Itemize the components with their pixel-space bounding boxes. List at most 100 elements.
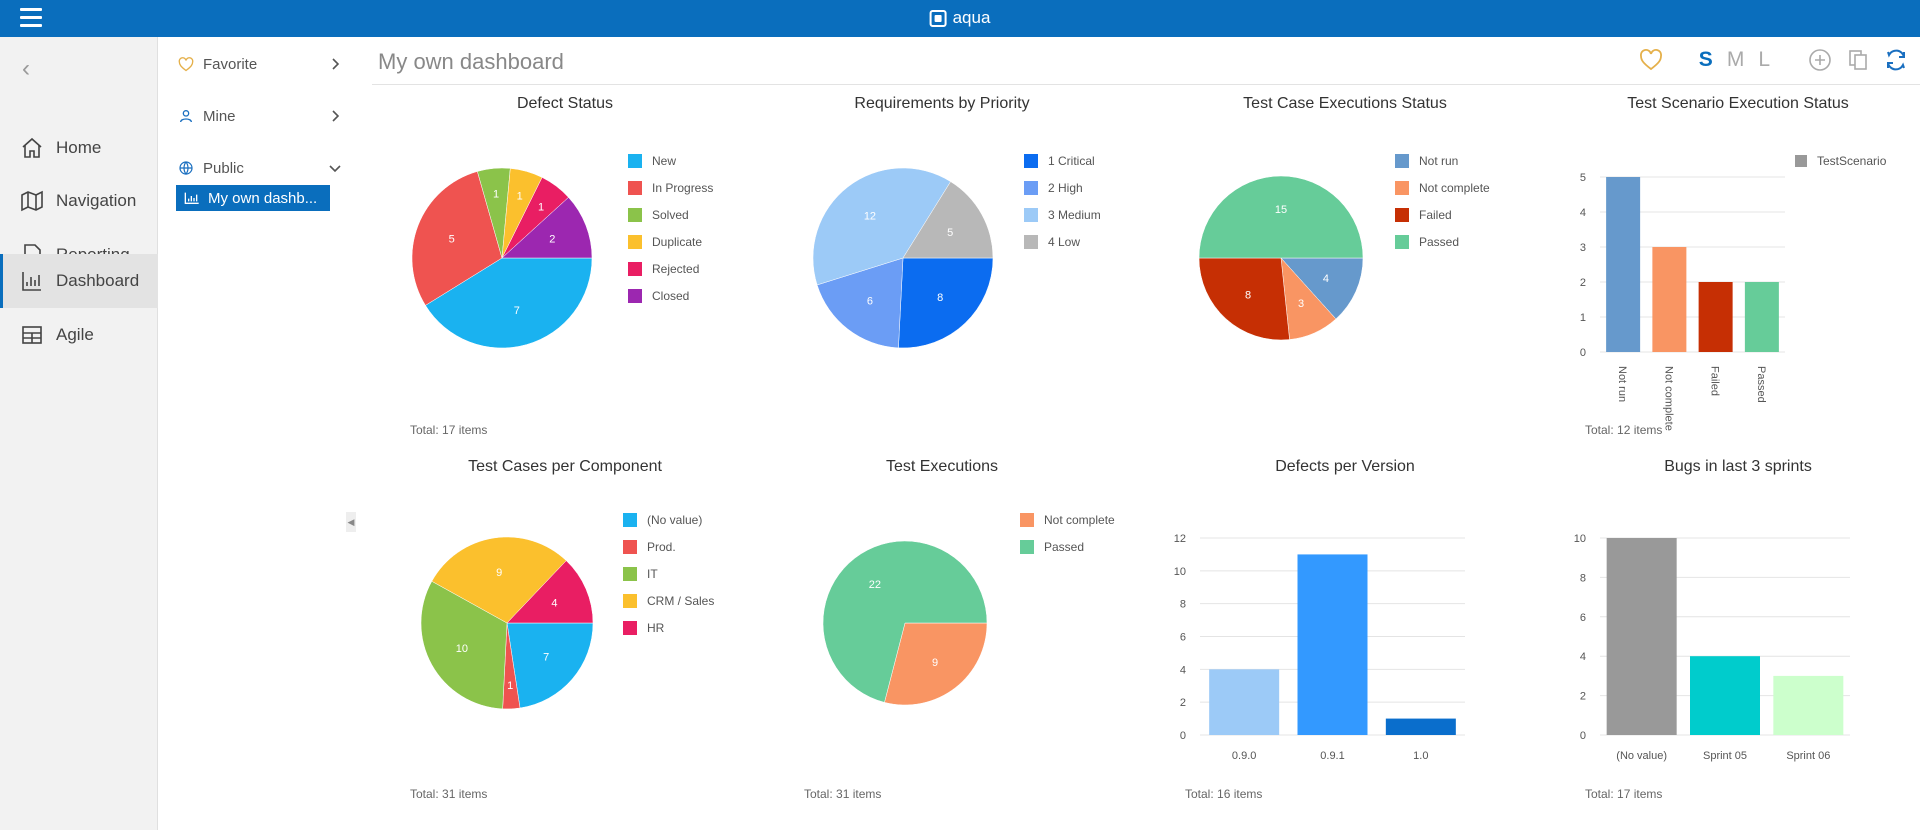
tree-item-public[interactable]: Public [177,155,342,181]
legend-item-no-value[interactable]: (No value) [623,506,714,533]
chart-total: Total: 12 items [1585,423,1663,437]
pie-slice-2-high[interactable] [816,257,904,349]
legend-item-closed[interactable]: Closed [628,282,713,309]
y-tick-label: 2 [1580,691,1586,703]
pie-slice-not-run[interactable] [1280,257,1364,320]
legend-item-passed[interactable]: Passed [1020,533,1115,560]
bar-0-9-0[interactable] [1209,669,1280,735]
bar-sprint-05[interactable] [1690,656,1760,735]
pie-slice-passed[interactable] [822,540,988,703]
chart-legend: Not complete Passed [1020,506,1115,560]
hamburger-menu-icon[interactable] [20,8,42,28]
bar-not-complete[interactable] [1652,247,1687,352]
legend-item-3-medium[interactable]: 3 Medium [1024,201,1101,228]
bar-passed[interactable] [1744,282,1779,352]
legend-item-it[interactable]: IT [623,560,714,587]
chart-title: Defects per Version [1275,458,1415,475]
sidebar-item-navigation[interactable]: Navigation [0,174,158,228]
bar-failed[interactable] [1698,282,1733,352]
copy-icon[interactable] [1846,48,1870,72]
legend-item-rejected[interactable]: Rejected [628,255,713,282]
legend-item-crm-sales[interactable]: CRM / Sales [623,587,714,614]
pie-slice-not-complete[interactable] [884,622,988,706]
bar-sprint-06[interactable] [1773,675,1844,735]
chart-total: Total: 31 items [410,787,488,801]
legend-label: Failed [1419,207,1452,222]
map-icon [21,190,43,212]
size-small-button[interactable]: S [1698,48,1713,71]
size-large-button[interactable]: L [1758,48,1770,71]
y-tick-label: 8 [1580,572,1586,584]
legend-item-failed[interactable]: Failed [1395,201,1490,228]
chart-title: Test Scenario Execution Status [1627,95,1849,112]
sidebar-item-label: Navigation [56,191,137,210]
x-tick-label: Passed [1755,366,1767,403]
bar-no-value[interactable] [1606,538,1677,735]
legend-item-new[interactable]: New [628,147,713,174]
legend-item-passed[interactable]: Passed [1395,228,1490,255]
chart-canvas: 7 5 1 1 1 2 [411,167,593,349]
tree-item-label: My own dashb... [208,189,318,207]
pie-slice-label: 7 [543,652,549,664]
pie-slice-new[interactable] [425,257,593,349]
tree-item-my-own-dashboard[interactable]: My own dashb... [176,185,330,211]
legend-item-1-critical[interactable]: 1 Critical [1024,147,1101,174]
sidebar-item-home[interactable]: Home [0,121,158,175]
pie-slice-no-value[interactable] [506,622,594,709]
bar-0-9-1[interactable] [1297,554,1368,735]
tree-item-mine[interactable]: Mine [177,103,342,129]
legend-label: Passed [1044,539,1085,554]
dashboard-header: My own dashboard S M L [372,37,1920,85]
legend-swatch [1395,180,1409,195]
pie-slice-crm-sales[interactable] [431,536,567,624]
pie-slice-label: 6 [867,296,873,308]
collapse-panel-handle[interactable]: ◀ [346,512,356,532]
pie-slice-label: 1 [507,680,513,692]
board-icon [22,326,42,344]
bar-not-run[interactable] [1606,177,1641,352]
pie-slice-it[interactable] [420,580,508,710]
y-tick-label: 10 [1574,533,1586,545]
pie-slice-3-medium[interactable] [812,167,951,286]
add-widget-icon[interactable] [1808,48,1832,72]
bar-1-0[interactable] [1385,718,1456,735]
pie-slice-1-critical[interactable] [898,257,994,349]
refresh-icon[interactable] [1884,48,1908,72]
sidebar-item-dashboard[interactable]: Dashboard [0,254,158,308]
pie-slice-hr[interactable] [506,560,594,624]
sidebar-item-agile[interactable]: Agile [0,308,158,362]
x-tick-label: Failed [1709,366,1721,396]
favorite-heart-icon[interactable] [1639,48,1663,72]
legend-item-in-progress[interactable]: In Progress [628,174,713,201]
legend-item-solved[interactable]: Solved [628,201,713,228]
legend-item-4-low[interactable]: 4 Low [1024,228,1101,255]
legend-item-not-run[interactable]: Not run [1395,147,1490,174]
pie-slice-label: 3 [1298,298,1304,310]
back-chevron-icon[interactable]: ‹ [22,55,30,82]
pie-slice-in-progress[interactable] [411,171,503,306]
y-tick-label: 8 [1180,599,1186,611]
legend-item-2-high[interactable]: 2 High [1024,174,1101,201]
pie-slice-label: 5 [449,233,455,245]
legend-swatch [1395,153,1409,168]
pie-slice-failed[interactable] [1198,257,1290,341]
app-logo: aqua [929,8,990,28]
chevron-right-icon [332,58,340,70]
size-medium-button[interactable]: M [1726,48,1745,71]
legend-swatch [1024,180,1038,195]
legend-item-prod[interactable]: Prod. [623,533,714,560]
legend-item-not-complete[interactable]: Not complete [1020,506,1115,533]
legend-item-not-complete[interactable]: Not complete [1395,174,1490,201]
tree-item-favorite[interactable]: Favorite [177,51,342,77]
legend-item-testscenario[interactable]: TestScenario [1795,147,1886,174]
y-tick-label: 4 [1580,207,1586,219]
y-tick-label: 3 [1580,242,1586,254]
chart-canvas: 0 2 4 6 8 10 (No value) Sprint 05 Sprint 06 [1574,533,1850,762]
pie-slice-4-low[interactable] [902,181,994,259]
pie-slice-passed[interactable] [1198,175,1364,259]
header-toolbar: S M L [1639,48,1908,72]
pie-slice-closed[interactable] [501,197,593,259]
legend-item-duplicate[interactable]: Duplicate [628,228,713,255]
legend-item-hr[interactable]: HR [623,614,714,641]
widget-test-executions: Test Executions 9 22 Not complete Passed Tota… [762,458,1122,818]
